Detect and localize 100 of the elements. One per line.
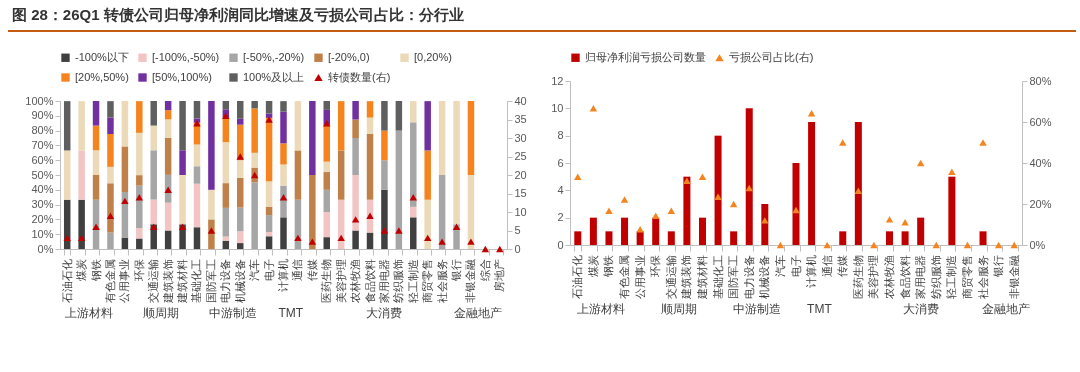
bar (179, 150, 186, 175)
x-tick-label: 公用事业 (633, 254, 646, 299)
y-tick-label: 20% (31, 212, 54, 225)
bar (150, 101, 157, 126)
point (308, 238, 317, 245)
bar (294, 101, 302, 151)
bar (237, 118, 244, 125)
bar (337, 150, 345, 200)
bar (237, 243, 244, 249)
y-tick-label: 10 (551, 101, 564, 114)
text: 中游制造 (733, 302, 782, 316)
point (77, 234, 86, 242)
text: 金融地产 (454, 306, 503, 320)
bar (136, 227, 143, 239)
x-tick-label: 轻工制造 (406, 258, 419, 303)
x-tick-label: 公用事业 (118, 258, 131, 303)
bar (222, 183, 230, 208)
bar (381, 101, 388, 131)
y-tick-label: 12 (551, 74, 564, 87)
bar (979, 231, 987, 245)
point (698, 173, 707, 180)
bar (280, 185, 287, 218)
x-tick-label: 交通运输 (147, 258, 160, 303)
bar (901, 231, 909, 245)
bar (92, 150, 100, 175)
text: 大消费 (902, 302, 939, 316)
x-tick-label: 综合 (478, 258, 491, 281)
point (496, 245, 504, 253)
bar (265, 181, 273, 207)
x-tick-label: 建筑材料 (176, 258, 189, 304)
bar (323, 101, 330, 110)
point (667, 207, 676, 214)
bar (222, 142, 230, 184)
x-tick-label: 医药生物 (851, 254, 864, 299)
y2-tick-label: 35 (514, 113, 527, 125)
bar (698, 217, 706, 245)
point (761, 217, 769, 224)
x-tick-label: 农林牧渔 (349, 258, 362, 303)
point (652, 212, 660, 219)
bar (323, 161, 330, 173)
x-tick-label: 通信 (820, 254, 833, 277)
bar (424, 101, 431, 151)
x-tick-label: 电力设备 (219, 258, 232, 303)
bar (323, 172, 330, 190)
bar (352, 119, 359, 138)
y-tick-label: 100% (25, 94, 54, 107)
bar (150, 150, 157, 200)
bar (652, 217, 660, 245)
bar (237, 160, 244, 178)
bar (683, 176, 691, 245)
bar (438, 101, 446, 175)
bar (381, 160, 388, 190)
point (423, 234, 432, 242)
bar (107, 232, 114, 249)
bar (280, 164, 287, 186)
x-tick-label: 社会服务 (976, 254, 989, 299)
bar (251, 152, 258, 168)
bar (917, 217, 925, 245)
x-tick-label: 食品饮料 (898, 254, 911, 299)
x-tick-label: 社会服务 (435, 258, 448, 303)
bar (265, 215, 273, 232)
bar (63, 101, 71, 151)
bar (136, 238, 143, 249)
bar (164, 137, 172, 175)
bar (193, 101, 201, 119)
bar (78, 101, 85, 151)
point (294, 234, 302, 242)
bar (193, 183, 201, 228)
bar (179, 175, 186, 225)
x-tick-label: 美容护理 (867, 254, 880, 299)
bar (179, 101, 186, 151)
bar (395, 130, 403, 249)
bar (395, 101, 403, 131)
x-tick-label: 电子 (789, 254, 802, 277)
bar (237, 101, 244, 119)
bar (121, 101, 129, 147)
bar (323, 124, 330, 162)
x-tick-label: 煤炭 (586, 254, 599, 277)
point (979, 139, 987, 146)
y-tick-label: 70% (31, 138, 54, 151)
bar (323, 237, 330, 249)
point (250, 171, 259, 179)
y-tick-label: 30% (31, 198, 54, 211)
bar (107, 101, 114, 118)
x-tick-label: 汽车 (248, 258, 261, 281)
bar (574, 231, 582, 245)
y2-tick-label: 40% (1029, 156, 1052, 169)
x-tick-label: 电力设备 (742, 254, 755, 299)
point (574, 173, 582, 180)
bar (150, 125, 157, 151)
text: 金融地产 (982, 302, 1031, 316)
point (337, 234, 345, 242)
point (438, 238, 446, 245)
y2-tick-label: 20% (1029, 197, 1052, 210)
bar (352, 175, 359, 231)
y-tick-label: 10% (31, 227, 54, 240)
x-tick-label: 交通运输 (664, 254, 677, 299)
bar (265, 236, 273, 249)
legend-label: [50%,100%) (152, 70, 212, 83)
bar (280, 143, 287, 165)
